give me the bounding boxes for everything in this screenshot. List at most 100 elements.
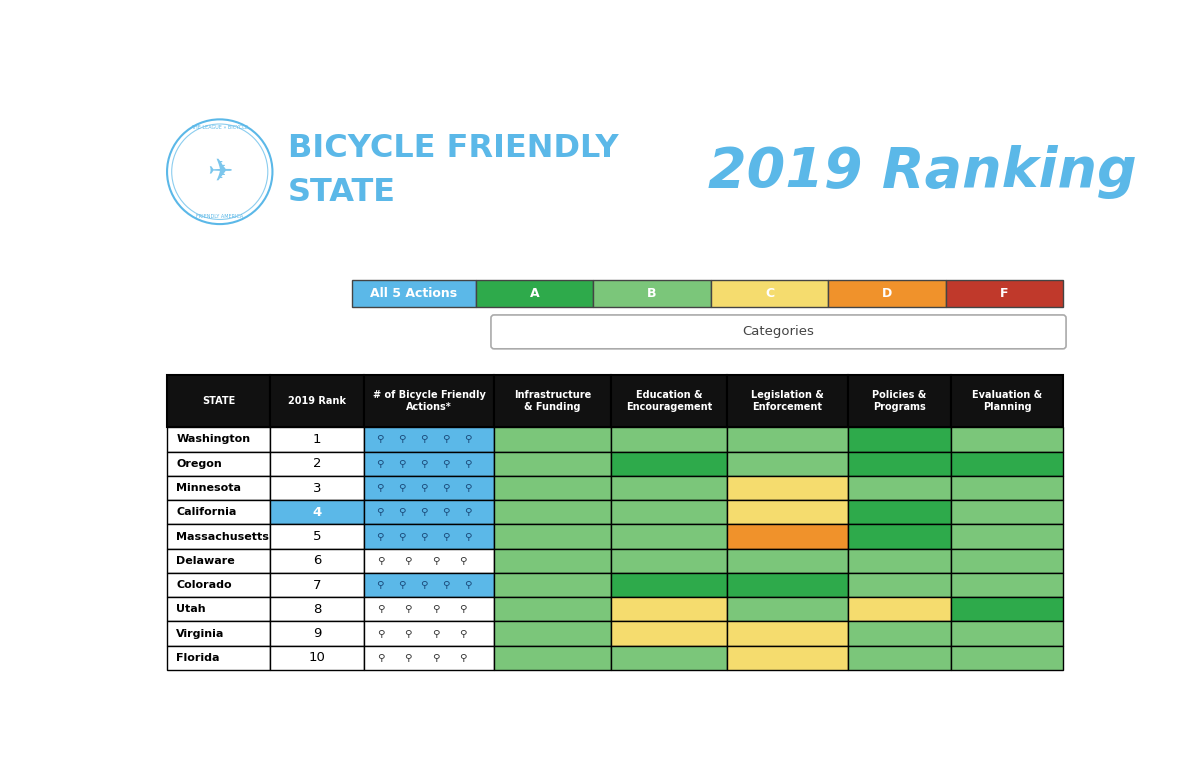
Text: ⚲: ⚲ — [404, 653, 412, 662]
Bar — [270, 500, 364, 525]
Text: ⚲: ⚲ — [420, 532, 428, 542]
Bar — [167, 573, 270, 597]
Text: ⚲: ⚲ — [464, 483, 472, 493]
Bar — [611, 428, 727, 452]
Text: ⚲: ⚲ — [376, 507, 384, 518]
Text: # of Bicycle Friendly
Actions*: # of Bicycle Friendly Actions* — [373, 391, 486, 412]
Text: ⚲: ⚲ — [398, 483, 406, 493]
Text: ⚲: ⚲ — [460, 604, 467, 615]
Bar — [727, 549, 848, 573]
Bar — [727, 375, 848, 428]
Bar — [364, 375, 494, 428]
Text: D: D — [882, 287, 892, 300]
Text: 2: 2 — [313, 457, 322, 471]
Bar — [364, 597, 494, 622]
Bar — [352, 280, 476, 307]
Bar — [494, 573, 611, 597]
Bar — [950, 549, 1063, 573]
Text: ⚲: ⚲ — [376, 532, 384, 542]
Text: 3: 3 — [313, 482, 322, 495]
Bar — [593, 280, 710, 307]
Bar — [167, 549, 270, 573]
Text: ⚲: ⚲ — [404, 604, 412, 615]
Bar — [950, 525, 1063, 549]
Bar — [611, 452, 727, 476]
Text: ⚲: ⚲ — [464, 507, 472, 518]
Bar — [848, 452, 950, 476]
Bar — [611, 500, 727, 525]
Bar — [950, 622, 1063, 646]
Bar — [727, 452, 848, 476]
Bar — [167, 452, 270, 476]
Bar — [364, 573, 494, 597]
Bar — [364, 500, 494, 525]
Bar — [611, 597, 727, 622]
Text: BICYCLE FRIENDLY: BICYCLE FRIENDLY — [288, 133, 618, 164]
Text: 7: 7 — [313, 579, 322, 591]
Text: THE LEAGUE » BICYCLE: THE LEAGUE » BICYCLE — [191, 124, 248, 129]
Bar — [167, 375, 270, 428]
Text: ⚲: ⚲ — [420, 435, 428, 445]
Bar — [270, 622, 364, 646]
Bar — [494, 428, 611, 452]
Text: Education &
Encouragement: Education & Encouragement — [625, 391, 712, 412]
Bar — [167, 525, 270, 549]
Text: 5: 5 — [313, 530, 322, 543]
Text: 2019 Rank: 2019 Rank — [288, 396, 346, 406]
Text: Utah: Utah — [176, 604, 206, 615]
Text: 9: 9 — [313, 627, 322, 640]
Bar — [167, 622, 270, 646]
Text: ⚲: ⚲ — [404, 556, 412, 566]
Bar — [270, 375, 364, 428]
Text: Oregon: Oregon — [176, 459, 222, 469]
Bar — [364, 646, 494, 670]
Text: Washington: Washington — [176, 435, 251, 445]
Bar — [950, 476, 1063, 500]
Text: All 5 Actions: All 5 Actions — [370, 287, 457, 300]
Bar — [494, 646, 611, 670]
Text: ⚲: ⚲ — [398, 435, 406, 445]
Bar — [727, 428, 848, 452]
Text: F: F — [1000, 287, 1008, 300]
Text: ⚲: ⚲ — [404, 629, 412, 639]
Bar — [611, 573, 727, 597]
Text: ⚲: ⚲ — [377, 604, 384, 615]
Text: ⚲: ⚲ — [460, 653, 467, 662]
Text: ⚲: ⚲ — [443, 435, 450, 445]
Text: ⚲: ⚲ — [420, 507, 428, 518]
Bar — [494, 597, 611, 622]
Text: ⚲: ⚲ — [464, 532, 472, 542]
Bar — [270, 549, 364, 573]
Bar — [167, 476, 270, 500]
Bar — [727, 500, 848, 525]
Bar — [167, 597, 270, 622]
Bar — [950, 500, 1063, 525]
Bar — [611, 525, 727, 549]
Bar — [848, 500, 950, 525]
Text: 1: 1 — [313, 433, 322, 446]
Bar — [494, 476, 611, 500]
Text: Florida: Florida — [176, 653, 220, 662]
Bar — [950, 452, 1063, 476]
Text: ⚲: ⚲ — [398, 459, 406, 469]
Text: ⚲: ⚲ — [398, 580, 406, 590]
Text: ⚲: ⚲ — [376, 435, 384, 445]
Text: ⚲: ⚲ — [464, 459, 472, 469]
Bar — [270, 428, 364, 452]
Bar — [848, 375, 950, 428]
Bar — [848, 597, 950, 622]
Bar — [727, 476, 848, 500]
Bar — [727, 597, 848, 622]
Text: ⚲: ⚲ — [432, 556, 439, 566]
Text: ⚲: ⚲ — [420, 459, 428, 469]
Bar — [946, 280, 1063, 307]
Text: ⚲: ⚲ — [432, 604, 439, 615]
Bar — [611, 375, 727, 428]
Bar — [494, 500, 611, 525]
Text: ⚲: ⚲ — [420, 483, 428, 493]
Text: ⚲: ⚲ — [398, 532, 406, 542]
Bar — [476, 280, 593, 307]
FancyBboxPatch shape — [491, 315, 1066, 349]
Text: ⚲: ⚲ — [460, 556, 467, 566]
Bar — [848, 646, 950, 670]
